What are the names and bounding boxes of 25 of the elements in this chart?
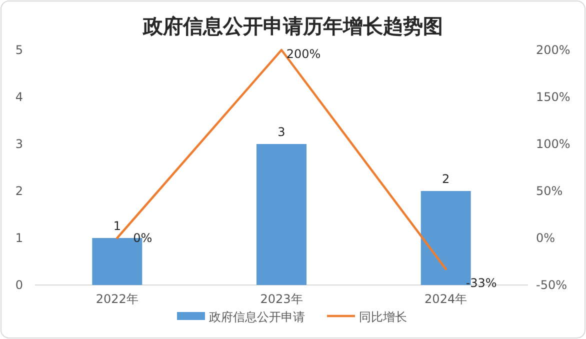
y2-tick-label: 50%	[536, 184, 563, 198]
y-tick-label: 3	[15, 137, 23, 151]
data-label: -33%	[466, 276, 497, 290]
y2-tick-label: -50%	[536, 278, 568, 292]
data-label: 0%	[133, 231, 152, 245]
data-label: 3	[278, 125, 286, 139]
y-tick-label: 0	[15, 278, 23, 292]
data-label: 2	[442, 172, 450, 186]
x-tick-label: 2023年	[260, 292, 303, 306]
y2-tick-label: 150%	[536, 90, 570, 104]
bar	[256, 144, 306, 285]
y2-tick-label: 100%	[536, 137, 570, 151]
y2-tick-label: 200%	[536, 43, 570, 57]
y-tick-label: 2	[15, 184, 23, 198]
title: 政府信息公开申请历年增长趋势图	[143, 14, 443, 38]
x-tick-label: 2024年	[424, 292, 468, 306]
y2-tick-label: 0%	[536, 231, 556, 245]
y-tick-label: 1	[15, 231, 23, 245]
y-tick-label: 5	[15, 43, 23, 57]
data-label: 1	[113, 219, 121, 233]
data-label: 200%	[286, 47, 321, 61]
y-tick-label: 4	[15, 90, 23, 104]
x-tick-label: 2022年	[96, 292, 138, 306]
legend-label: 同比增长	[359, 310, 407, 324]
legend-label: 政府信息公开申请	[209, 310, 305, 324]
